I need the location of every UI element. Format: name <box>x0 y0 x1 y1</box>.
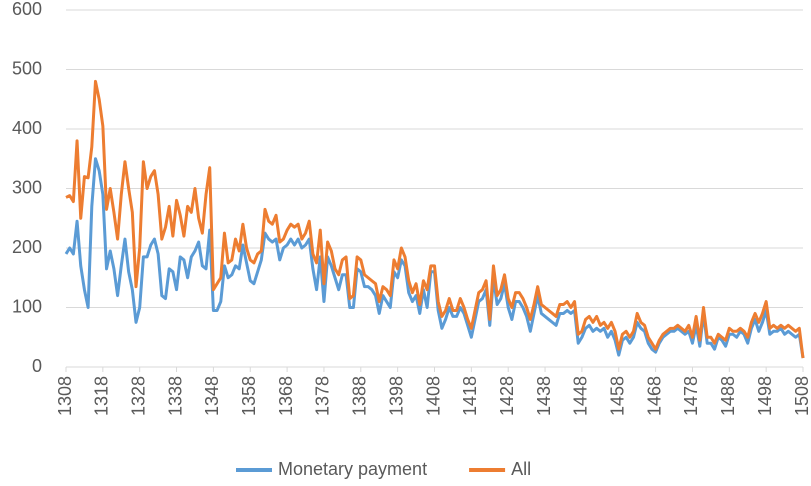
y-tick-label: 500 <box>12 58 42 78</box>
y-tick-label: 300 <box>12 177 42 197</box>
x-tick-label: 1378 <box>313 376 333 416</box>
y-tick-label: 400 <box>12 118 42 138</box>
x-tick-label: 1368 <box>276 376 296 416</box>
x-tick-label: 1338 <box>165 376 185 416</box>
x-tick-label: 1508 <box>792 376 811 416</box>
x-tick-label: 1308 <box>55 376 75 416</box>
y-tick-label: 200 <box>12 237 42 257</box>
x-tick-label: 1498 <box>755 376 775 416</box>
x-tick-label: 1408 <box>423 376 443 416</box>
x-tick-label: 1458 <box>608 376 628 416</box>
y-tick-label: 0 <box>32 356 42 376</box>
x-tick-label: 1388 <box>350 376 370 416</box>
legend-label: Monetary payment <box>278 459 427 479</box>
x-tick-label: 1478 <box>681 376 701 416</box>
x-tick-label: 1428 <box>497 376 517 416</box>
x-tick-label: 1488 <box>718 376 738 416</box>
x-tick-label: 1348 <box>202 376 222 416</box>
x-tick-label: 1398 <box>386 376 406 416</box>
x-tick-label: 1468 <box>644 376 664 416</box>
x-tick-label: 1318 <box>92 376 112 416</box>
legend-label: All <box>511 459 531 479</box>
x-tick-label: 1438 <box>534 376 554 416</box>
y-tick-label: 100 <box>12 296 42 316</box>
x-tick-label: 1418 <box>460 376 480 416</box>
series-line <box>65 79 805 359</box>
x-tick-label: 1448 <box>571 376 591 416</box>
y-tick-label: 600 <box>12 0 42 19</box>
x-tick-label: 1328 <box>128 376 148 416</box>
x-tick-label: 1358 <box>239 376 259 416</box>
